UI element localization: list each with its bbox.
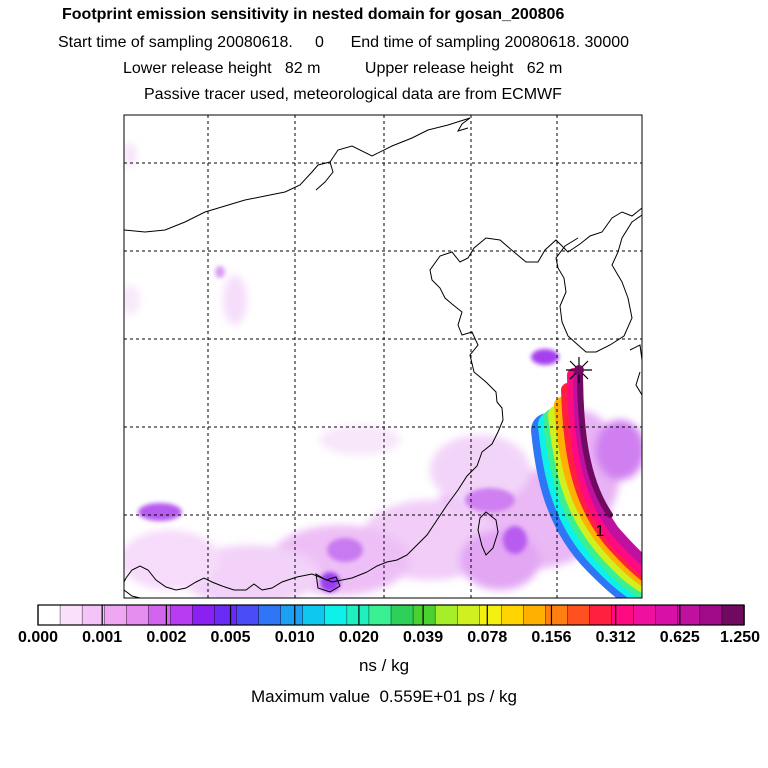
color-scale-cell (324, 604, 348, 626)
color-scale-tick-label: 0.020 (338, 629, 379, 646)
color-scale-cell (434, 604, 458, 626)
color-scale-cell (258, 604, 282, 626)
color-scale-tick-label: 1.250 (719, 629, 761, 646)
color-scale-frame (37, 604, 745, 626)
color-scale-cell (170, 604, 194, 626)
map-frame (123, 114, 643, 599)
color-scale-cell (567, 604, 591, 626)
color-scale-cell (148, 604, 172, 626)
color-scale-cell (721, 604, 745, 626)
color-scale-cell (81, 604, 105, 626)
coastlines (124, 117, 642, 598)
color-scale-cell (390, 604, 414, 626)
footprint-map: 1 (123, 114, 643, 599)
color-scale-cell (236, 604, 260, 626)
release-point-dot (574, 365, 584, 375)
color-scale-cell (412, 604, 436, 626)
lat-lon-grid (124, 115, 642, 598)
color-scale-cell (545, 604, 569, 626)
color-scale-cell (655, 604, 679, 626)
color-scale-tick-label: 0.002 (146, 629, 187, 646)
color-scale-cell (280, 604, 304, 626)
color-scale-cell (589, 604, 613, 626)
color-scale-tick-label: 0.039 (403, 629, 444, 646)
color-scale-cell (611, 604, 635, 626)
color-scale-cell (302, 604, 326, 626)
sensitivity-field (124, 143, 642, 598)
color-scale-cell (699, 604, 723, 626)
color-scale-tick-label: 0.312 (595, 629, 636, 646)
color-scale-cell (37, 604, 61, 626)
sampling-time-line: Start time of sampling 20080618. 0 End t… (58, 34, 630, 51)
color-scale-cell (633, 604, 657, 626)
release-height-line: Lower release height 82 m Upper release … (123, 60, 563, 77)
color-scale-cell (368, 604, 392, 626)
color-scale-tick-label: 0.078 (467, 629, 508, 646)
tracer-info-line: Passive tracer used, meteorological data… (144, 86, 562, 103)
plot-title: Footprint emission sensitivity in nested… (62, 6, 565, 23)
color-scale-bar (37, 604, 745, 626)
color-scale-cell (192, 604, 216, 626)
color-scale-cell (456, 604, 480, 626)
color-scale-tick-label: 0.010 (274, 629, 315, 646)
color-scale-cell (501, 604, 525, 626)
color-scale-tick-label: 0.000 (17, 629, 59, 646)
color-scale-cell (523, 604, 547, 626)
color-scale-tick-label: 0.156 (531, 629, 572, 646)
color-scale-tick-label: 0.001 (82, 629, 123, 646)
maximum-value-label: Maximum value 0.559E+01 ps / kg (251, 687, 517, 706)
color-scale-cell (479, 604, 503, 626)
color-scale-tick-label: 0.625 (659, 629, 700, 646)
color-scale-units: ns / kg (358, 656, 410, 675)
color-scale-cell (103, 604, 127, 626)
color-scale-cell (677, 604, 701, 626)
color-scale-tick-label: 0.005 (210, 629, 251, 646)
color-scale-cell (214, 604, 238, 626)
plume-label: 1 (596, 523, 605, 540)
color-scale-cell (59, 604, 83, 626)
color-scale-cell (126, 604, 150, 626)
color-scale-cell (346, 604, 370, 626)
